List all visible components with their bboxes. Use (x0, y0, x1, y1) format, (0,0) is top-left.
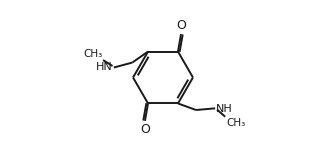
Text: O: O (176, 19, 186, 32)
Text: O: O (140, 123, 150, 136)
Text: HN: HN (96, 62, 113, 72)
Text: CH₃: CH₃ (83, 49, 102, 59)
Text: NH: NH (216, 104, 233, 114)
Text: CH₃: CH₃ (226, 118, 245, 128)
